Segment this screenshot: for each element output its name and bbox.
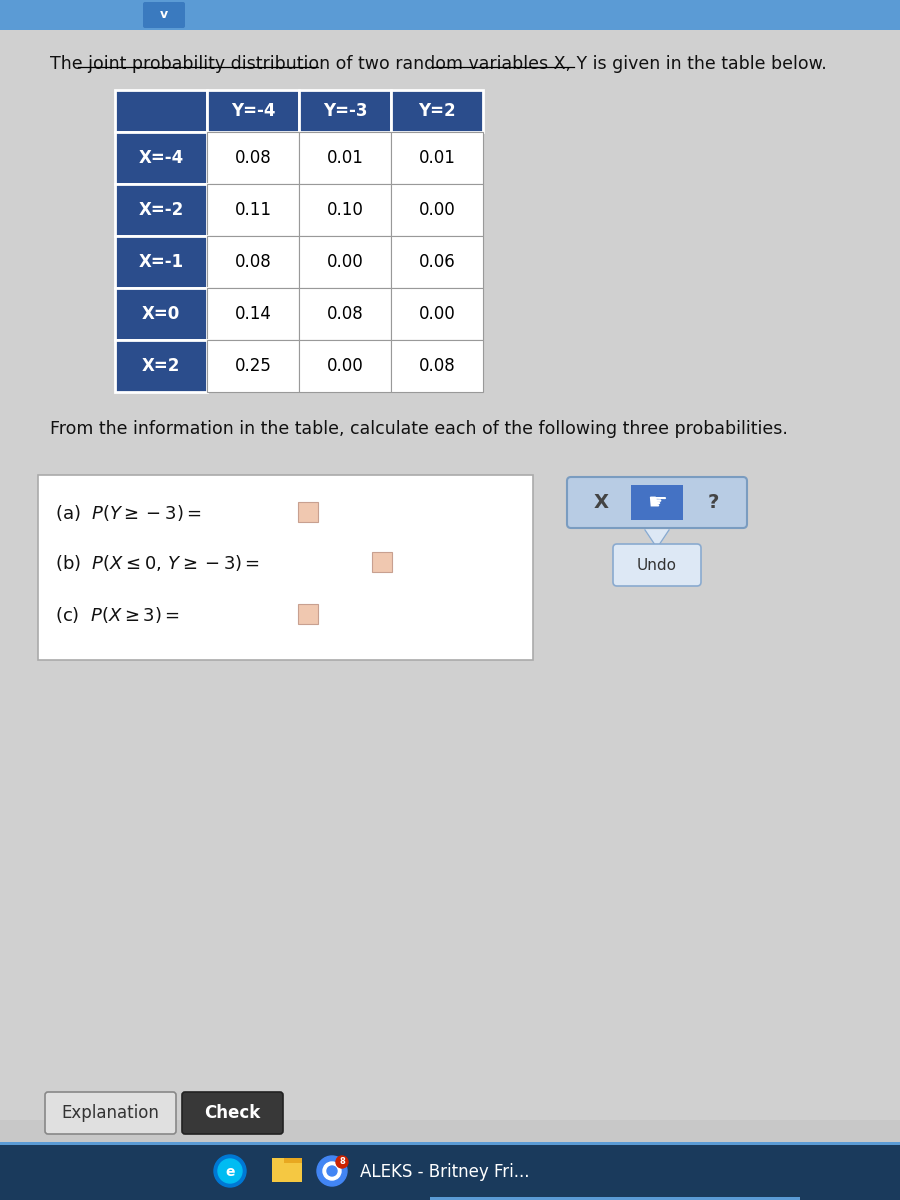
Text: ☛: ☛ (647, 492, 667, 512)
Text: Y=-3: Y=-3 (323, 102, 367, 120)
Bar (687, 485, 739, 520)
Bar (207, 236, 299, 288)
Bar (207, 288, 299, 340)
Bar (207, 132, 299, 184)
Text: 0.08: 0.08 (235, 149, 272, 167)
Text: Y=-4: Y=-4 (230, 102, 275, 120)
Text: v: v (160, 8, 168, 22)
FancyBboxPatch shape (567, 476, 747, 528)
Bar (115, 236, 207, 288)
Text: (c)  $P(X \geq 3) = $: (c) $P(X \geq 3) = $ (55, 605, 180, 625)
Circle shape (317, 1156, 347, 1186)
Text: From the information in the table, calculate each of the following three probabi: From the information in the table, calcu… (50, 420, 787, 438)
Bar (298, 604, 318, 624)
Bar (299, 90, 391, 132)
Text: Check: Check (204, 1104, 260, 1122)
Text: 0.06: 0.06 (418, 253, 455, 271)
Bar (38, 475, 533, 660)
Text: X: X (593, 493, 608, 512)
Text: 0.25: 0.25 (235, 358, 272, 374)
Bar (575, 485, 627, 520)
Text: X=-4: X=-4 (139, 149, 184, 167)
Bar (299, 340, 391, 392)
Text: 0.00: 0.00 (327, 253, 364, 271)
Text: 0.08: 0.08 (235, 253, 272, 271)
Circle shape (336, 1156, 348, 1168)
Bar (207, 340, 299, 392)
Text: 0.00: 0.00 (418, 200, 455, 218)
Bar (115, 90, 207, 132)
Text: e: e (225, 1165, 235, 1178)
Text: 8: 8 (339, 1158, 345, 1166)
Circle shape (218, 1159, 242, 1183)
Bar (115, 340, 207, 392)
Circle shape (323, 1162, 341, 1180)
Bar (115, 184, 207, 236)
Bar (631, 485, 683, 520)
Bar (372, 552, 392, 572)
Text: ?: ? (707, 493, 719, 512)
Bar (207, 184, 299, 236)
Text: The joint probability distribution of two random variables X, Y is given in the : The joint probability distribution of tw… (50, 55, 827, 73)
Bar (298, 502, 318, 522)
Bar (299, 236, 391, 288)
Bar (115, 288, 207, 340)
Bar (391, 288, 483, 340)
FancyBboxPatch shape (45, 1092, 176, 1134)
Text: X=-1: X=-1 (139, 253, 184, 271)
Bar (272, 1158, 302, 1182)
Bar (272, 1163, 302, 1182)
Bar (0, 0, 900, 30)
Text: Undo: Undo (637, 558, 677, 572)
Text: 0.11: 0.11 (235, 200, 272, 218)
FancyBboxPatch shape (143, 2, 185, 28)
Bar (272, 1158, 284, 1165)
Text: 0.00: 0.00 (418, 305, 455, 323)
Circle shape (214, 1154, 246, 1187)
Text: 0.14: 0.14 (235, 305, 272, 323)
Bar (391, 90, 483, 132)
FancyBboxPatch shape (613, 544, 701, 586)
Text: X=2: X=2 (142, 358, 180, 374)
Bar (299, 184, 391, 236)
Bar (299, 132, 391, 184)
Text: 0.08: 0.08 (327, 305, 364, 323)
Bar (299, 288, 391, 340)
FancyBboxPatch shape (182, 1092, 283, 1134)
Text: 0.00: 0.00 (327, 358, 364, 374)
Bar (0, 1142, 900, 1200)
Text: ALEKS - Britney Fri...: ALEKS - Britney Fri... (360, 1163, 529, 1181)
Text: Y=2: Y=2 (418, 102, 455, 120)
Bar (391, 132, 483, 184)
Text: 0.01: 0.01 (418, 149, 455, 167)
Bar (391, 236, 483, 288)
Text: 0.01: 0.01 (327, 149, 364, 167)
Circle shape (327, 1166, 337, 1176)
Text: 0.10: 0.10 (327, 200, 364, 218)
Polygon shape (645, 530, 669, 548)
Text: (b)  $P(X \leq 0,\, Y \geq -3) = $: (b) $P(X \leq 0,\, Y \geq -3) = $ (55, 553, 260, 572)
Text: 0.08: 0.08 (418, 358, 455, 374)
Text: X=-2: X=-2 (139, 200, 184, 218)
Text: X=0: X=0 (142, 305, 180, 323)
Bar (0, 1142, 900, 1145)
Bar (115, 132, 207, 184)
Text: Explanation: Explanation (61, 1104, 159, 1122)
Bar (391, 184, 483, 236)
Bar (391, 340, 483, 392)
Text: (a)  $P(Y \geq -3) = $: (a) $P(Y \geq -3) = $ (55, 503, 202, 523)
Bar (207, 90, 299, 132)
Bar (430, 1198, 800, 1200)
